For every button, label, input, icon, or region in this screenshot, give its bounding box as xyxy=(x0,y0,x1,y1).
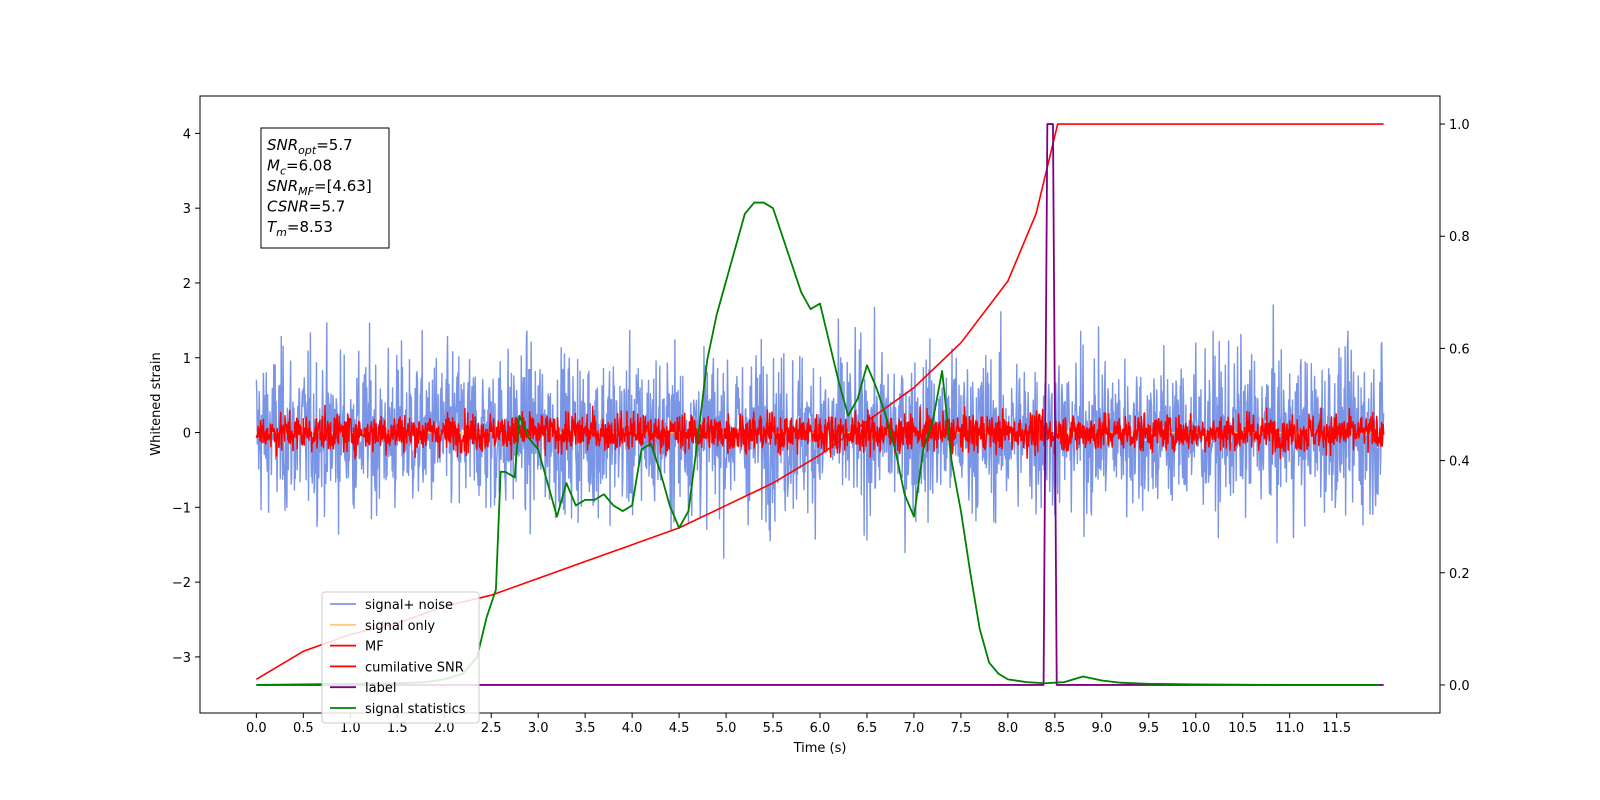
legend-label: MF xyxy=(365,640,384,655)
y-axis-left: −3 −2 −1 0 1 2 3 4 xyxy=(172,127,200,666)
legend-frame xyxy=(321,591,480,724)
info-line: SNRMF=[4.63] xyxy=(267,177,372,198)
x-axis-label: Time (s) xyxy=(793,741,847,756)
y-tick-label-left: −3 xyxy=(172,651,191,666)
x-tick-label: 11.0 xyxy=(1275,721,1304,736)
y-axis-right: 0.0 0.2 0.4 0.6 0.8 1.0 xyxy=(1440,118,1470,694)
legend-label: label xyxy=(365,681,396,696)
legend-label: signal only xyxy=(365,619,435,634)
info-line: Tm=8.53 xyxy=(267,218,333,239)
x-tick-label: 10.5 xyxy=(1228,721,1257,736)
info-box-frame xyxy=(260,127,390,249)
x-tick-label: 1.0 xyxy=(340,721,361,736)
x-tick-label: 6.0 xyxy=(810,721,831,736)
x-tick-label: 5.5 xyxy=(763,721,784,736)
x-axis: 0.0 0.5 1.0 1.5 2.0 2.5 3.0 3.5 4.0 4.5 5.0 5.5 6.0 6… xyxy=(246,713,1351,736)
x-tick-label: 6.5 xyxy=(857,721,878,736)
series-line-signal-noise xyxy=(255,304,1385,559)
info-line: SNRopt=5.7 xyxy=(267,136,353,157)
legend-label: signal statistics xyxy=(365,702,466,717)
x-tick-label: 2.0 xyxy=(434,721,455,736)
y-tick-label-right: 0.6 xyxy=(1449,342,1470,357)
x-tick-label: 5.0 xyxy=(716,721,737,736)
x-tick-label: 4.0 xyxy=(622,721,643,736)
y-tick-label-right: 0.2 xyxy=(1449,567,1470,582)
x-tick-label: 7.5 xyxy=(951,721,972,736)
x-tick-label: 8.5 xyxy=(1045,721,1066,736)
x-tick-label: 9.0 xyxy=(1091,721,1112,736)
x-tick-label: 3.0 xyxy=(528,721,549,736)
legend-label: cumilative SNR xyxy=(365,660,464,675)
y-tick-label-left: 4 xyxy=(183,127,191,142)
x-tick-label: 2.5 xyxy=(481,721,502,736)
info-line: Mc=6.08 xyxy=(267,157,332,178)
y-tick-label-right: 0.8 xyxy=(1449,230,1470,245)
legend-label: signal+ noise xyxy=(365,598,453,613)
info-line: CSNR=5.7 xyxy=(267,198,345,216)
x-tick-label: 1.5 xyxy=(387,721,408,736)
x-tick-label: 8.0 xyxy=(998,721,1019,736)
series-line-signal-statistics xyxy=(256,201,1379,686)
series-line-mf xyxy=(255,404,1385,461)
y-tick-label-right: 0.0 xyxy=(1449,679,1470,694)
series-line-label xyxy=(256,123,1384,686)
x-tick-label: 0.5 xyxy=(293,721,314,736)
y-tick-label-left: 3 xyxy=(183,202,191,217)
legend: signal+ noise signal only MF cumilative SNR… xyxy=(321,591,480,724)
x-tick-label: 10.0 xyxy=(1181,721,1210,736)
y-tick-label-left: 2 xyxy=(183,277,191,292)
y-tick-label-left: −2 xyxy=(172,576,191,591)
y-tick-label-right: 1.0 xyxy=(1449,118,1470,133)
x-tick-label: 9.5 xyxy=(1138,721,1159,736)
y-axis-label: Whitened strain xyxy=(149,352,164,455)
y-tick-label-left: −1 xyxy=(172,501,191,516)
x-tick-label: 4.5 xyxy=(669,721,690,736)
x-tick-label: 3.5 xyxy=(575,721,596,736)
y-tick-label-left: 1 xyxy=(183,352,191,367)
x-tick-label: 7.0 xyxy=(904,721,925,736)
x-tick-label: 11.5 xyxy=(1322,721,1351,736)
x-tick-label: 0.0 xyxy=(246,721,267,736)
y-tick-label-left: 0 xyxy=(183,427,191,442)
y-tick-label-right: 0.4 xyxy=(1449,455,1470,470)
